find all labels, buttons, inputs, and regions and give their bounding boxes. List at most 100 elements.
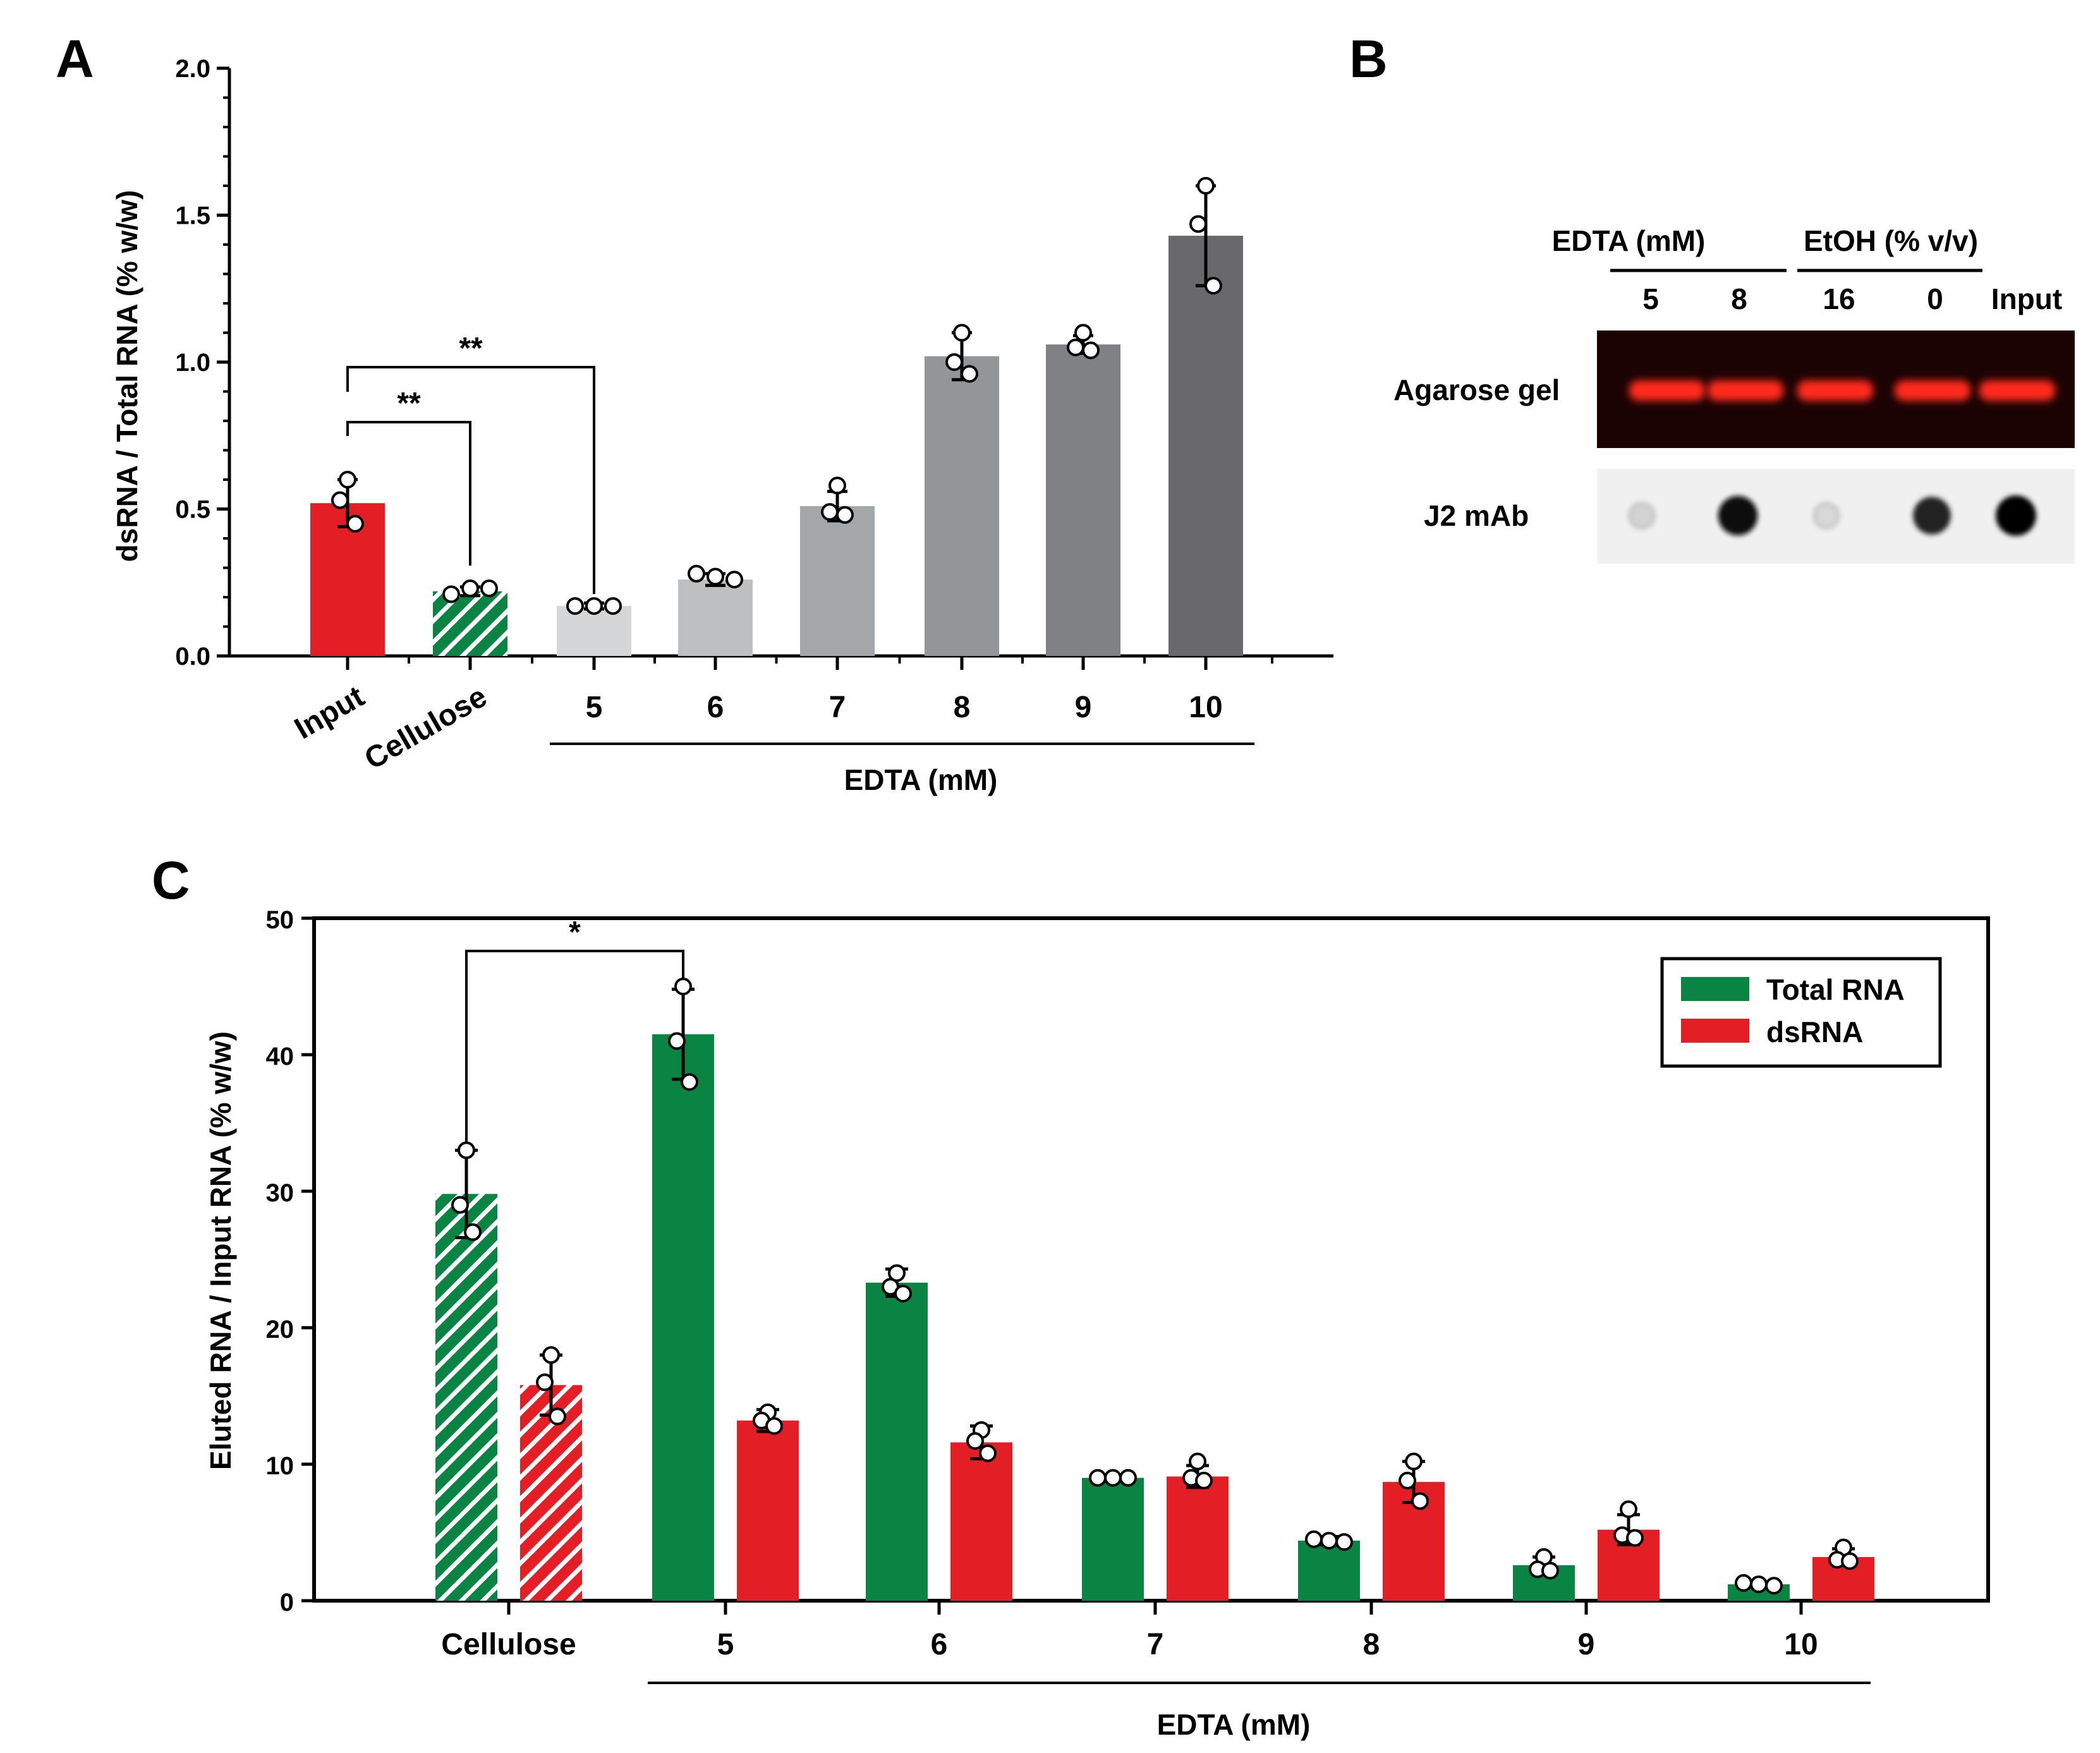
category-label-input: Input [289, 680, 370, 746]
category-label-9: 9 [1075, 691, 1092, 724]
gel-lane-label-8: 8 [1731, 282, 1747, 315]
data-point [1205, 277, 1222, 295]
gel-lane-label-16: 16 [1823, 282, 1855, 315]
data-point [1411, 1492, 1429, 1510]
bar-9 [1046, 344, 1120, 656]
data-point [828, 476, 846, 495]
data-point [604, 597, 622, 615]
gel-lane-label-0: 0 [1927, 282, 1943, 315]
panel-a-y-tick-label: 0.5 [175, 496, 210, 524]
data-point [1750, 1575, 1768, 1594]
bar-8 [925, 356, 999, 656]
data-point [1189, 215, 1207, 233]
dot-blot-spot [1812, 502, 1840, 530]
panel-c-y-tick-label: 30 [266, 1179, 294, 1207]
dot-blot-spot [1996, 495, 2036, 536]
panel-b: B EDTA (mM) EtOH (% v/v) 5 8 16 0 Input Agar… [1349, 29, 2075, 564]
gel-band [1629, 380, 1705, 401]
dot-blot-spot [1628, 502, 1656, 530]
bar-dsrna-7 [1167, 1476, 1229, 1601]
bar-dsrna-5 [737, 1420, 799, 1601]
data-point [681, 1073, 698, 1091]
legend-label-total-rna: Total RNA [1766, 973, 1905, 1006]
data-point [961, 365, 978, 383]
panel-b-label: B [1349, 29, 1388, 88]
data-point [442, 585, 460, 604]
data-point [1841, 1552, 1859, 1570]
data-point [1405, 1452, 1423, 1471]
data-point [707, 567, 724, 586]
bar-total-rna-5 [652, 1034, 714, 1601]
gel-group-edta: EDTA (mM) [1552, 224, 1706, 257]
data-point [542, 1346, 560, 1364]
legend-swatch-dsrna [1681, 1019, 1749, 1043]
data-point [1620, 1500, 1637, 1519]
panel-c-y-tick-label: 20 [266, 1316, 294, 1344]
panel-c-frame [312, 916, 1990, 1603]
panel-c-x-axis-title: EDTA (mM) [1157, 1708, 1311, 1741]
data-point [549, 1407, 566, 1426]
gel-lane-labels: 5 8 16 0 Input [1642, 282, 2062, 315]
panel-a-label: A [56, 29, 94, 88]
panel-a-axes: 0.0 0.5 1.0 1.5 2.0 [175, 55, 1333, 670]
data-point [1305, 1530, 1323, 1548]
data-point [674, 978, 692, 995]
data-point [894, 1285, 912, 1302]
category-label-7: 7 [829, 691, 846, 724]
panel-c-y-tick-label: 0 [280, 1589, 294, 1617]
gel-band [1708, 380, 1783, 401]
panel-a-y-tick-label: 1.0 [175, 349, 210, 377]
data-point [1195, 1471, 1213, 1489]
panel-c-y-tick-label: 10 [266, 1452, 294, 1480]
gel-band [1979, 380, 2055, 401]
data-point [451, 1196, 469, 1214]
legend-box [1660, 957, 1942, 1068]
dot-blot-spot [1718, 495, 1758, 536]
legend: Total RNA dsRNA [1660, 957, 1942, 1068]
gel-row-agarose-label: Agarose gel [1393, 373, 1560, 406]
data-point [566, 597, 584, 615]
data-point [585, 597, 603, 615]
panel-a-points [331, 177, 1222, 615]
bar-cellulose [433, 591, 507, 656]
data-point [1082, 341, 1100, 360]
significance-label: ** [397, 387, 421, 420]
data-point [346, 514, 364, 533]
data-point [725, 571, 743, 589]
gel-lane-label-5: 5 [1642, 282, 1659, 315]
data-point [1399, 1471, 1416, 1489]
data-point [1074, 324, 1092, 342]
gel-band [1797, 380, 1873, 401]
agarose-gel-bands [1629, 380, 2055, 401]
data-point [979, 1444, 997, 1462]
gel-row-j2-label: J2 mAb [1424, 499, 1529, 532]
panel-c-axes: 0 10 20 30 40 50 [266, 906, 1990, 1617]
data-point [480, 579, 498, 598]
data-point [458, 1141, 475, 1160]
panel-c: C 0 10 20 30 40 50 * Cellulose 5 6 7 8 9 10 EDTA (m… [152, 851, 1990, 1741]
panel-c-y-tick-label: 50 [266, 906, 294, 934]
category-label-10: 10 [1784, 1628, 1818, 1661]
data-point [1104, 1469, 1122, 1487]
category-label-5: 5 [586, 691, 603, 724]
legend-label-dsrna: dsRNA [1766, 1016, 1863, 1048]
j2-dot-blot-dots [1628, 495, 2036, 536]
bar-total-rna-8 [1298, 1540, 1360, 1601]
panel-a-y-tick-label: 0.0 [175, 643, 210, 670]
panel-a-y-tick-label: 1.5 [175, 202, 210, 230]
data-point [836, 506, 854, 524]
panel-c-y-axis-title: Eluted RNA / Input RNA (% w/w) [204, 1031, 237, 1470]
category-label-7: 7 [1147, 1628, 1164, 1661]
data-point [668, 1032, 686, 1050]
category-label-cellulose: Cellulose [359, 680, 492, 777]
data-point [966, 1432, 984, 1450]
panel-c-points [451, 978, 1859, 1595]
category-label-10: 10 [1189, 691, 1222, 724]
data-point [1541, 1562, 1559, 1580]
significance-bracket [346, 366, 595, 594]
data-point [461, 579, 479, 598]
legend-swatch-total-rna [1681, 977, 1749, 1001]
panel-a-bars [310, 236, 1243, 656]
data-point [1197, 177, 1215, 195]
